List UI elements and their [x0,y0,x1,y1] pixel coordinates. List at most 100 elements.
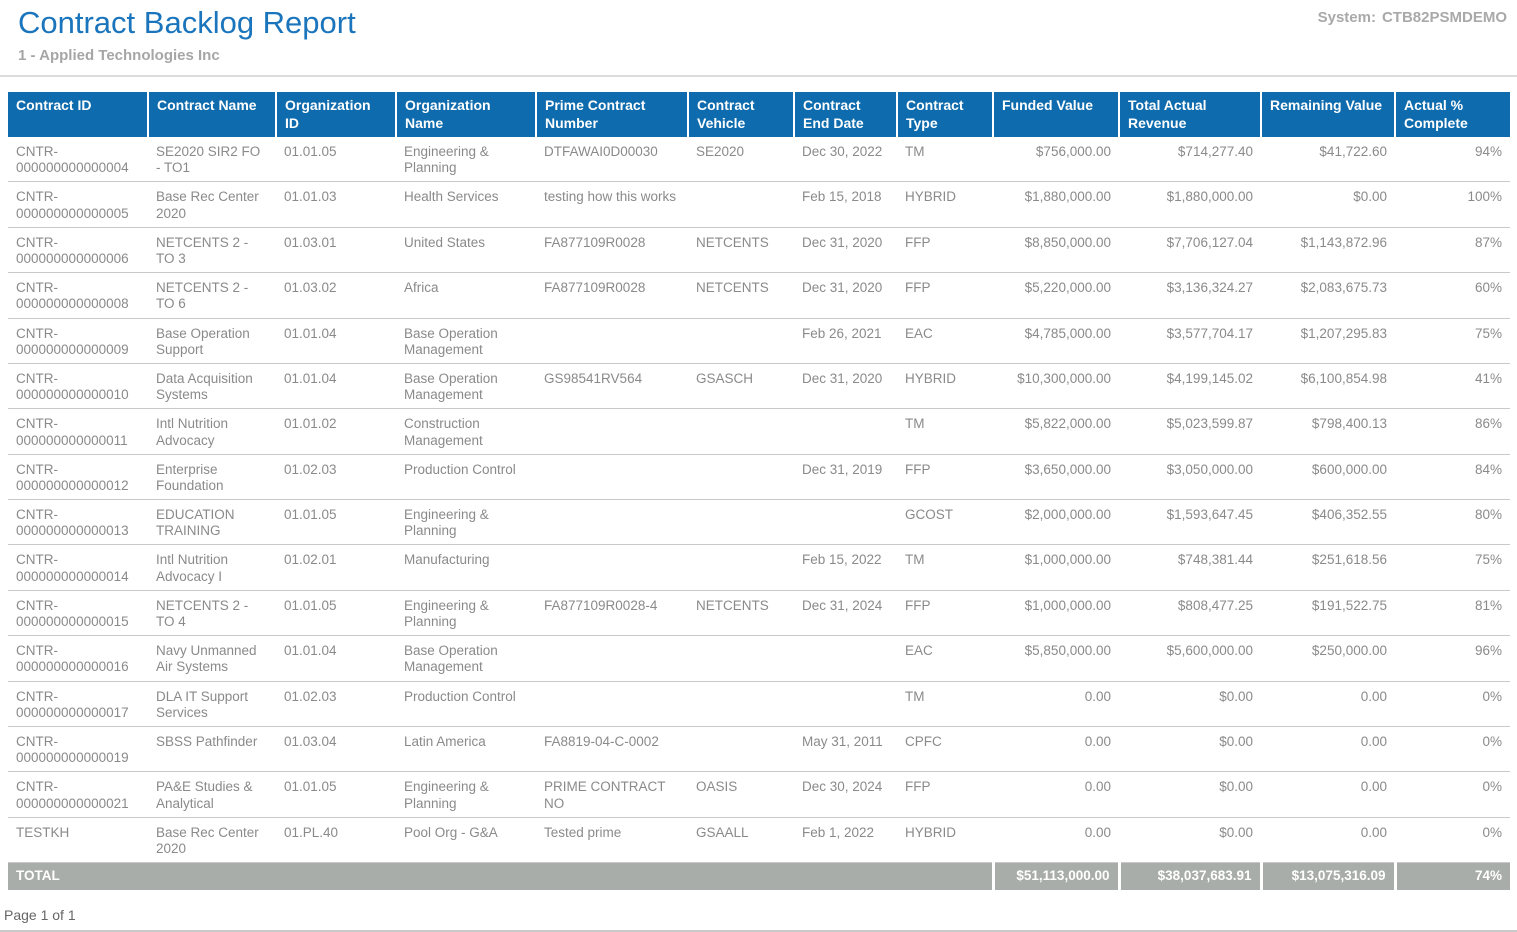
cell-remaining_value: $0.00 [1261,181,1395,228]
report-header: Contract Backlog Report System: CTB82PSMD… [0,0,1517,40]
table-row: CNTR-000000000000004 SE2020 SIR2 FO - TO1… [8,137,1510,183]
cell-contract_id: CNTR-000000000000013 [8,499,148,546]
footer-divider [0,929,1517,932]
cell-actual_pct_complete: 75% [1395,544,1510,591]
table-row: CNTR-000000000000005 Base Rec Center 2020… [8,181,1510,228]
table-row: CNTR-000000000000016 Navy Unmanned Air Sy… [8,635,1510,682]
cell-contract_end_date: May 31, 2011 [794,726,897,773]
column-header-contract_name: Contract Name [147,92,276,138]
cell-contract_end_date: Dec 31, 2024 [794,590,897,637]
cell-contract_id: TESTKH [8,817,148,864]
cell-organization_name: Africa [396,272,536,319]
cell-funded_value: $5,850,000.00 [993,635,1119,682]
cell-contract_type: HYBRID [897,181,993,228]
cell-contract_end_date: Feb 15, 2022 [794,544,897,591]
column-header-contract_id: Contract ID [8,92,148,138]
cell-remaining_value: 0.00 [1261,726,1395,773]
column-header-contract_type: Contract Type [896,92,993,138]
cell-organization_name: Engineering & Planning [396,590,536,637]
total-label: TOTAL [8,862,993,890]
total-actual_pct_complete: 74% [1393,862,1510,890]
cell-contract_id: CNTR-000000000000011 [8,408,148,455]
cell-contract_id: CNTR-000000000000019 [8,726,148,773]
cell-contract_vehicle [688,544,794,591]
cell-funded_value: $1,000,000.00 [993,544,1119,591]
cell-prime_contract_number: DTFAWAI0D00030 [536,137,688,183]
cell-organization_id: 01.01.05 [276,499,396,546]
cell-organization_name: Production Control [396,681,536,727]
cell-prime_contract_number: FA877109R0028-4 [536,590,688,637]
cell-remaining_value: $191,522.75 [1261,590,1395,637]
cell-contract_vehicle: NETCENTS [688,590,794,637]
cell-total_actual_revenue: $808,477.25 [1119,590,1261,637]
cell-organization_name: Latin America [396,726,536,773]
cell-total_actual_revenue: $0.00 [1119,817,1261,864]
cell-remaining_value: 0.00 [1261,817,1395,864]
cell-contract_name: Data Acquisition Systems [148,363,276,410]
cell-organization_name: Health Services [396,181,536,228]
cell-remaining_value: $41,722.60 [1261,137,1395,183]
cell-contract_end_date [794,408,897,455]
cell-prime_contract_number [536,318,688,364]
column-header-organization_name: Organization Name [395,92,536,138]
cell-organization_name: Engineering & Planning [396,499,536,546]
cell-contract_vehicle [688,726,794,773]
cell-actual_pct_complete: 96% [1395,635,1510,682]
column-header-funded_value: Funded Value [992,92,1119,138]
cell-contract_name: Base Operation Support [148,318,276,364]
table-row: CNTR-000000000000019 SBSS Pathfinder 01.03… [8,726,1510,773]
cell-total_actual_revenue: $748,381.44 [1119,544,1261,591]
cell-organization_id: 01.03.01 [276,227,396,274]
cell-remaining_value: $798,400.13 [1261,408,1395,455]
cell-remaining_value: 0.00 [1261,681,1395,727]
cell-organization_id: 01.02.03 [276,454,396,501]
cell-remaining_value: $6,100,854.98 [1261,363,1395,410]
cell-contract_id: CNTR-000000000000015 [8,590,148,637]
page-indicator: Page 1 of 1 [4,906,76,923]
total-funded_value: $51,113,000.00 [991,862,1119,890]
cell-contract_id: CNTR-000000000000016 [8,635,148,682]
cell-organization_id: 01.03.02 [276,272,396,319]
cell-organization_name: Base Operation Management [396,635,536,682]
cell-contract_id: CNTR-000000000000005 [8,181,148,228]
cell-actual_pct_complete: 0% [1395,771,1510,818]
cell-contract_name: Intl Nutrition Advocacy [148,408,276,455]
cell-funded_value: $5,822,000.00 [993,408,1119,455]
page-title: Contract Backlog Report [18,5,356,40]
cell-contract_vehicle: NETCENTS [688,272,794,319]
column-header-organization_id: Organization ID [275,92,396,138]
cell-contract_vehicle [688,318,794,364]
cell-contract_type: TM [897,681,993,727]
cell-contract_id: CNTR-000000000000006 [8,227,148,274]
cell-organization_id: 01.01.04 [276,318,396,364]
cell-prime_contract_number: FA877109R0028 [536,227,688,274]
cell-actual_pct_complete: 94% [1395,137,1510,183]
cell-contract_type: FFP [897,454,993,501]
cell-actual_pct_complete: 0% [1395,726,1510,773]
cell-prime_contract_number: GS98541RV564 [536,363,688,410]
cell-remaining_value: $251,618.56 [1261,544,1395,591]
column-header-total_actual_revenue: Total Actual Revenue [1118,92,1261,138]
cell-total_actual_revenue: $0.00 [1119,726,1261,773]
cell-contract_type: CPFC [897,726,993,773]
cell-remaining_value: $600,000.00 [1261,454,1395,501]
cell-contract_id: CNTR-000000000000010 [8,363,148,410]
cell-organization_name: Manufacturing [396,544,536,591]
cell-contract_type: FFP [897,272,993,319]
cell-contract_vehicle: OASIS [688,771,794,818]
cell-contract_id: CNTR-000000000000012 [8,454,148,501]
cell-contract_type: HYBRID [897,817,993,864]
system-label: System: [1317,9,1376,26]
table-total-row: TOTAL $51,113,000.00 $38,037,683.91 $13,075… [8,862,1510,890]
cell-remaining_value: $406,352.55 [1261,499,1395,546]
cell-organization_name: Engineering & Planning [396,137,536,183]
column-header-contract_end_date: Contract End Date [793,92,897,138]
cell-organization_id: 01.01.02 [276,408,396,455]
cell-contract_type: FFP [897,590,993,637]
cell-prime_contract_number: FA8819-04-C-0002 [536,726,688,773]
column-header-prime_contract_number: Prime Contract Number [535,92,688,138]
cell-organization_name: Construction Management [396,408,536,455]
cell-prime_contract_number [536,681,688,727]
cell-contract_end_date: Feb 1, 2022 [794,817,897,864]
cell-contract_id: CNTR-000000000000008 [8,272,148,319]
